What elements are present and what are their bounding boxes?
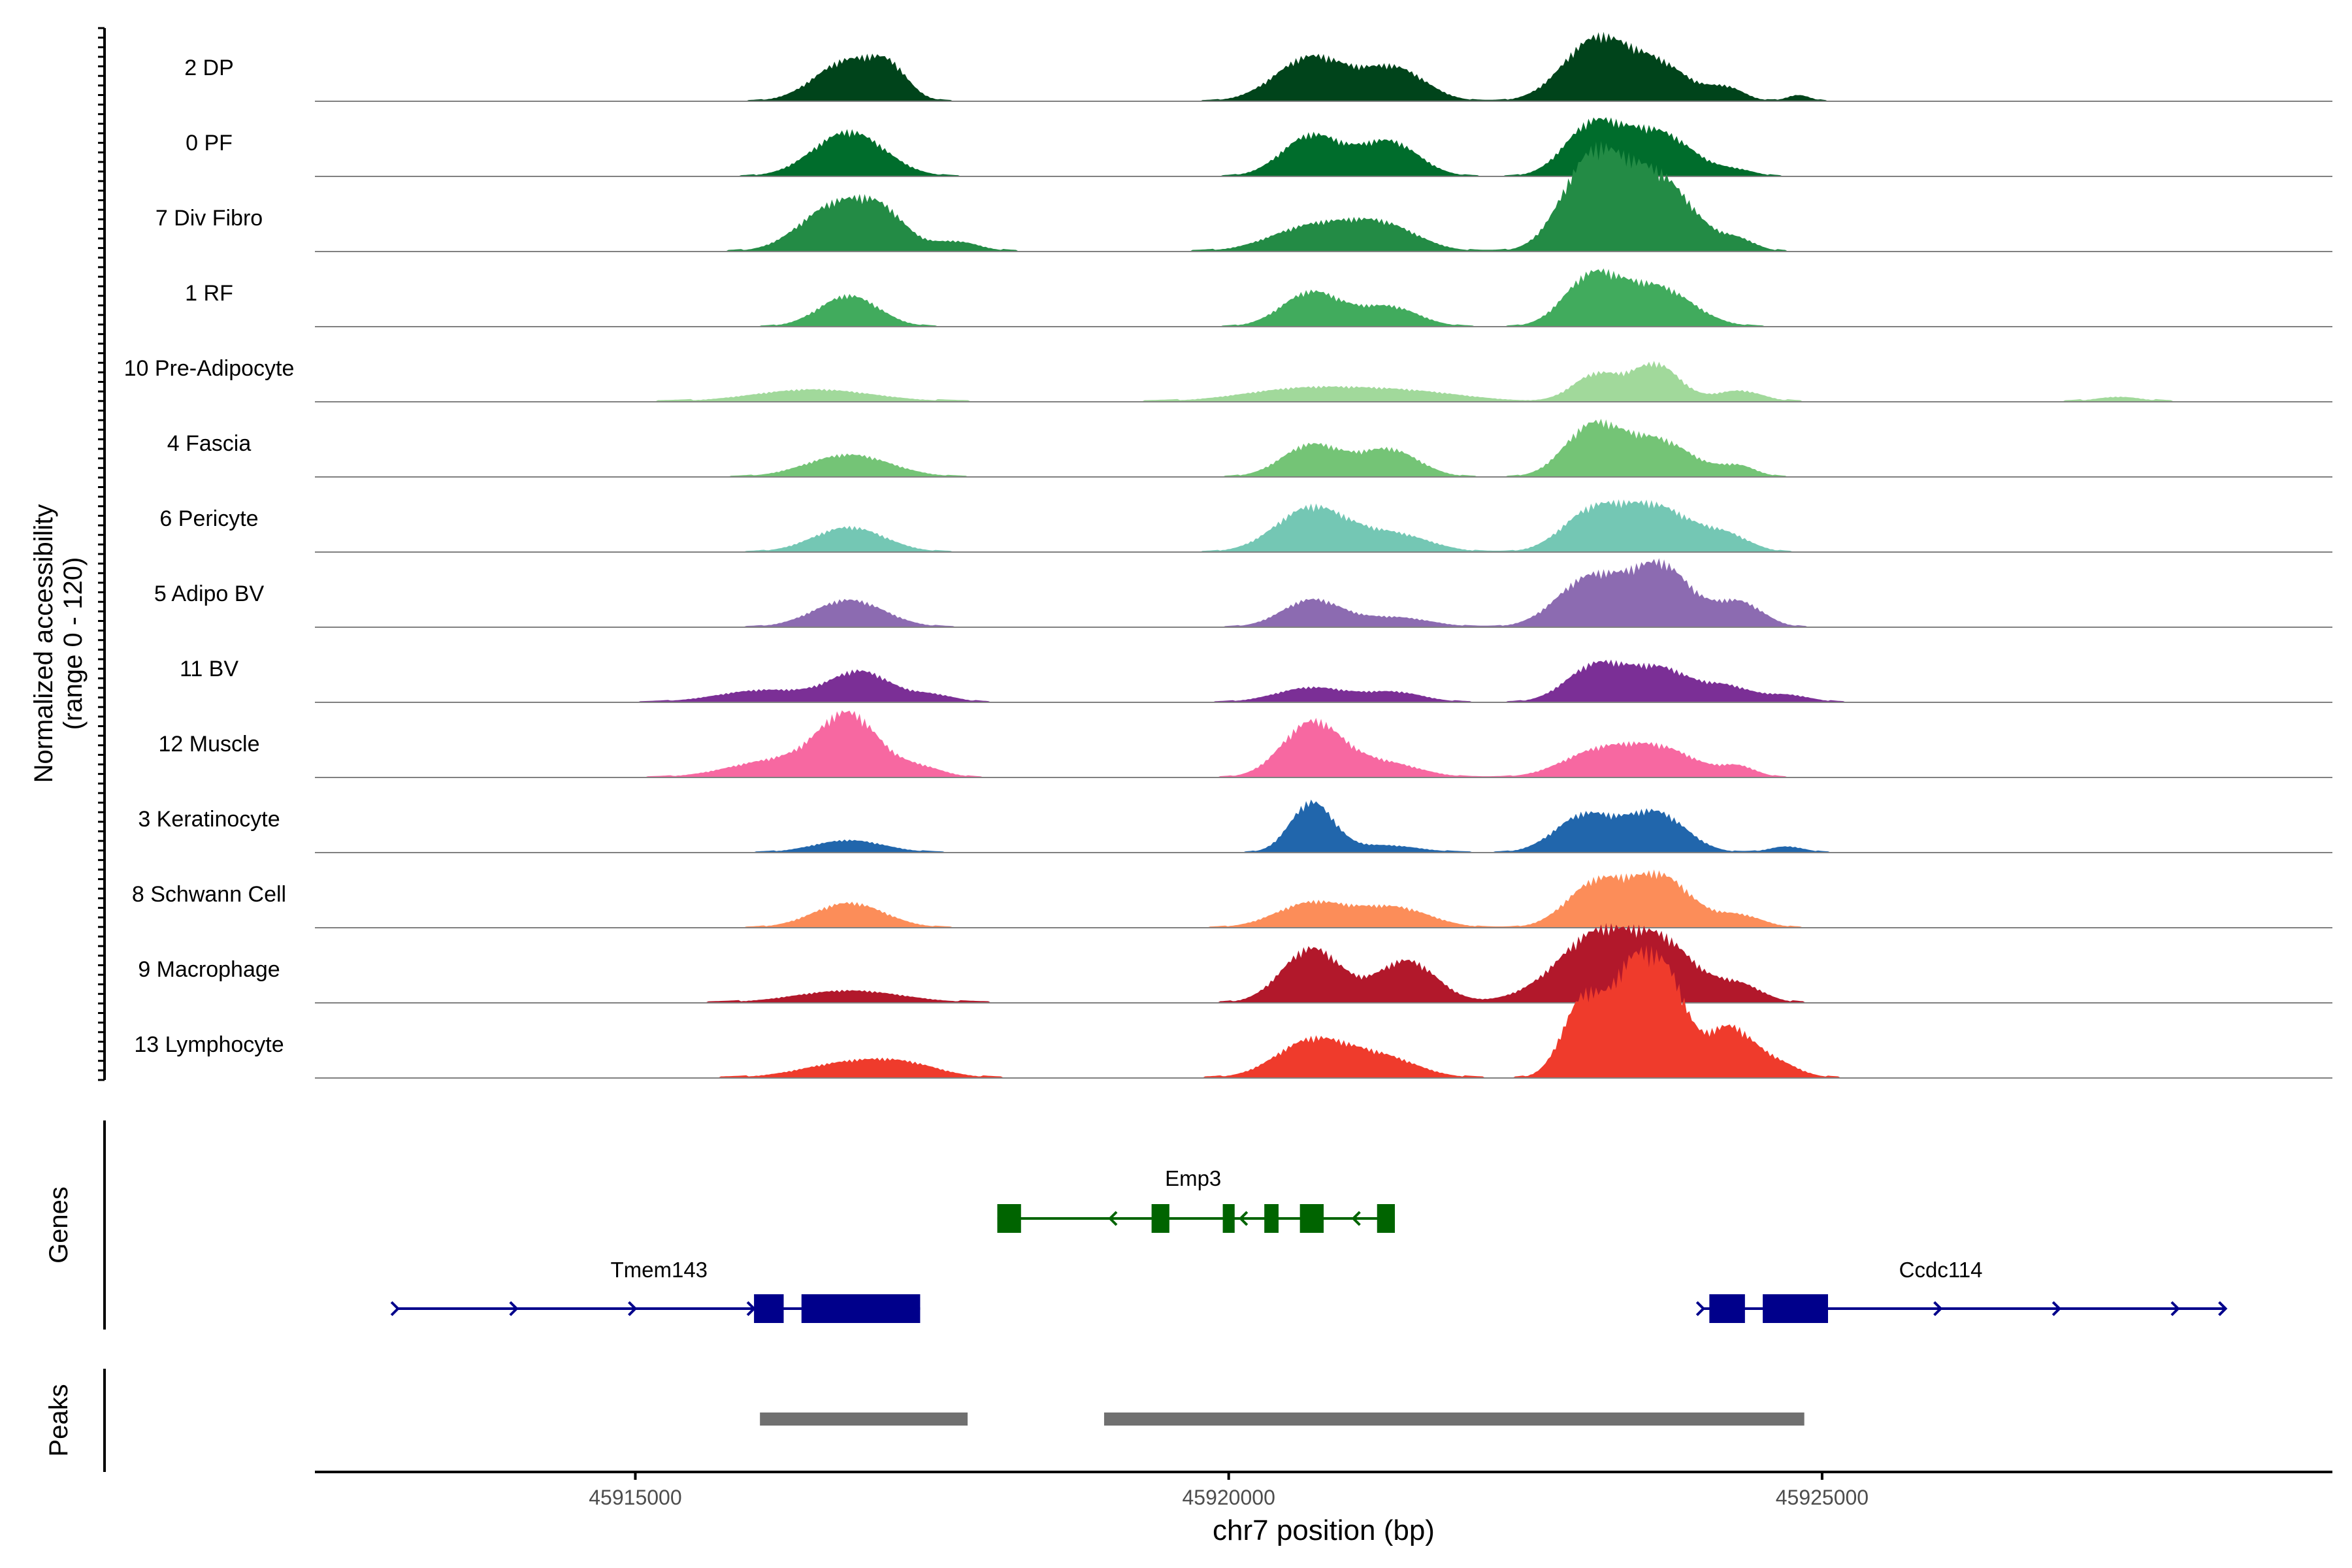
coverage-area-track-10 [315,799,2332,853]
gene-annotations: Emp3 Tmem143 Ccdc114 [390,1166,2228,1323]
y-axis-label-line1: Normalized accessibility [29,504,58,783]
coverage-area-track-1 [315,117,2332,176]
y-axis-label-line2: (range 0 - 120) [59,557,88,730]
gene-label: Ccdc114 [1899,1258,1983,1282]
peak-regions [760,1413,1805,1426]
track-label: 11 BV [180,657,238,681]
track-label: 4 Fascia [167,431,252,456]
peak-region-bar [760,1413,968,1426]
x-tick-label: 45920000 [1182,1486,1275,1509]
y-axis-label-range: (range 0 - 120) [59,557,88,730]
strand-arrow [628,1301,638,1316]
coverage-area-track-9 [315,710,2332,777]
track-label: 6 Pericyte [159,506,258,531]
x-tick-label: 45925000 [1776,1486,1869,1509]
track-label: 10 Pre-Adipocyte [124,356,295,381]
exon-block [1299,1204,1324,1233]
coverage-area-track-0 [315,31,2332,101]
exon-block [1377,1204,1395,1233]
track-label: 8 Schwann Cell [132,882,286,907]
coverage-area-track-11 [315,869,2332,928]
coverage-area-track-2 [315,140,2332,252]
strand-arrow [509,1301,519,1316]
exon-block [1709,1294,1745,1323]
track-label: 1 RF [185,281,233,306]
strand-arrow [2218,1301,2228,1316]
coverage-area-track-7 [315,558,2332,627]
exon-block [997,1204,1021,1233]
strand-arrow [1108,1211,1118,1226]
track-label: 2 DP [184,56,234,80]
strand-arrow [1239,1211,1249,1226]
gene-label: Emp3 [1165,1166,1221,1190]
coverage-area-track-3 [315,268,2332,327]
exon-block [1222,1204,1235,1233]
track-label: 12 Muscle [159,732,260,757]
track-label: 7 Div Fibro [155,206,263,231]
exon-block [754,1294,784,1323]
exon-block [1151,1204,1169,1233]
x-axis-title: chr7 position (bp) [1213,1514,1435,1546]
y-axis-label: Normalized accessibility [29,504,58,783]
gene-label: Tmem143 [610,1258,708,1282]
strand-arrow [2170,1301,2180,1316]
strand-arrow [1933,1301,1943,1316]
track-label: 9 Macrophage [138,957,280,982]
exon-block [1763,1294,1828,1323]
coverage-area-track-4 [315,361,2332,402]
x-tick-label: 45915000 [589,1486,681,1509]
left-y-axis [98,27,106,1081]
genes-panel-label: Genes [44,1186,73,1264]
coverage-area-track-5 [315,419,2332,477]
strand-arrow [746,1301,756,1316]
strand-arrow [1695,1301,1706,1316]
coverage-area-track-8 [315,659,2332,702]
exon-block [1264,1204,1279,1233]
coverage-tracks: 2 DP 0 PF 7 Div Fibro 1 RF 10 Pre-Adipocyte 4… [124,31,2332,1079]
coverage-area-track-6 [315,499,2332,552]
peak-region-bar [1103,1413,1805,1426]
x-axis-ticks: 45915000 45920000 45925000 [589,1472,1869,1509]
track-label: 5 Adipo BV [154,581,265,606]
coverage-area-track-13 [315,945,2332,1078]
strand-arrow [390,1301,400,1316]
coverage-area-track-12 [315,923,2332,1003]
strand-arrow [1351,1211,1361,1226]
track-label: 3 Keratinocyte [138,807,280,832]
track-label: 0 PF [186,131,233,155]
exon-block [801,1294,921,1323]
track-label: 13 Lymphocyte [134,1032,284,1057]
strand-arrow [2051,1301,2062,1316]
peaks-panel-label: Peaks [44,1384,73,1456]
